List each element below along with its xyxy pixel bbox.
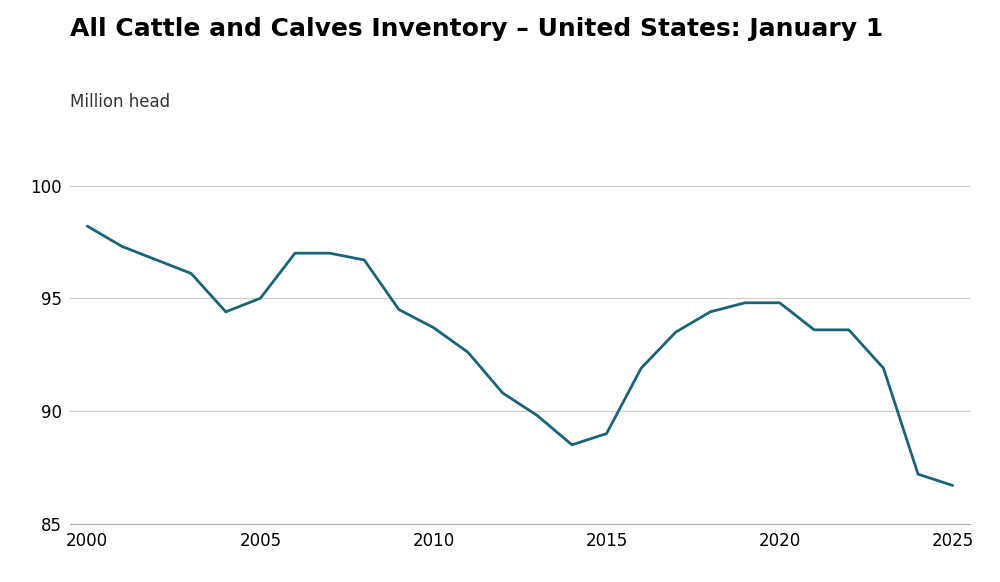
Text: Million head: Million head (70, 93, 170, 111)
Text: All Cattle and Calves Inventory – United States: January 1: All Cattle and Calves Inventory – United… (70, 17, 883, 41)
